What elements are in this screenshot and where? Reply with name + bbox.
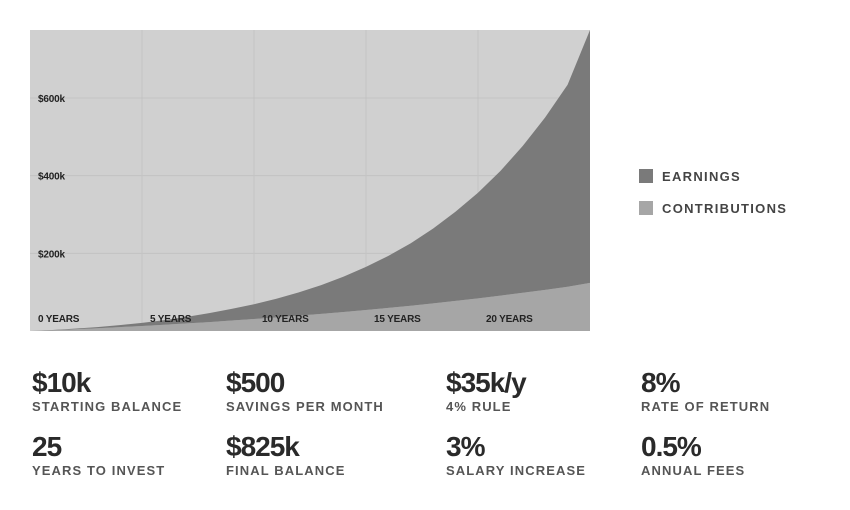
stat-starting-balance: $10k STARTING BALANCE: [32, 368, 182, 415]
stat-value: 8%: [641, 367, 680, 398]
area-earnings: [30, 30, 590, 331]
stat-label: ANNUAL FEES: [641, 463, 746, 478]
stat-label: SAVINGS PER MONTH: [226, 399, 384, 414]
stat-value: $825k: [226, 431, 300, 462]
stat-value: $500: [226, 367, 285, 398]
legend-item-contributions: CONTRIBUTIONS: [639, 200, 787, 216]
area-series: [30, 30, 590, 331]
y-tick-label: $600k: [38, 94, 65, 105]
stat-years-to-invest: 25 YEARS TO INVEST: [32, 432, 165, 479]
y-tick-label: $400k: [38, 172, 65, 183]
stat-label: STARTING BALANCE: [32, 399, 183, 414]
x-tick-label: 0 YEARS: [38, 314, 80, 325]
stat-value: 0.5%: [641, 431, 702, 462]
stat-salary-increase: 3% SALARY INCREASE: [446, 432, 586, 479]
stat-value: 25: [32, 431, 62, 462]
area-contributions: [30, 282, 590, 331]
stat-label: 4% RULE: [446, 399, 512, 414]
y-tick-label: $200k: [38, 249, 65, 260]
stat-four-percent-rule: $35k/y 4% RULE: [446, 367, 527, 415]
x-tick-label: 10 YEARS: [262, 314, 309, 325]
stat-value: $35k/y: [446, 367, 527, 398]
growth-area-chart: 0 YEARS 5 YEARS 10 YEARS 15 YEARS 20 YEARS $2…: [30, 30, 590, 331]
stat-label: YEARS TO INVEST: [32, 463, 166, 478]
tick-labels: 0 YEARS 5 YEARS 10 YEARS 15 YEARS 20 YEARS $2…: [38, 94, 533, 325]
legend-swatch-contributions: [639, 201, 653, 215]
legend-label-earnings: EARNINGS: [662, 168, 742, 184]
legend-swatch-earnings: [639, 169, 653, 183]
stat-annual-fees: 0.5% ANNUAL FEES: [641, 432, 745, 479]
x-tick-label: 15 YEARS: [374, 314, 421, 325]
stat-value: 3%: [446, 431, 485, 462]
chart-legend: EARNINGS CONTRIBUTIONS: [639, 168, 787, 232]
legend-label-contributions: CONTRIBUTIONS: [662, 200, 788, 216]
stat-savings-per-month: $500 SAVINGS PER MONTH: [226, 368, 384, 415]
stat-label: SALARY INCREASE: [446, 463, 587, 478]
stat-label: RATE OF RETURN: [641, 399, 771, 414]
stat-value: $10k: [32, 367, 91, 398]
stat-rate-of-return: 8% RATE OF RETURN: [641, 368, 770, 415]
x-tick-label: 20 YEARS: [486, 314, 533, 325]
x-tick-label: 5 YEARS: [150, 314, 192, 325]
legend-item-earnings: EARNINGS: [639, 168, 787, 184]
stat-final-balance: $825k FINAL BALANCE: [226, 432, 346, 479]
stat-label: FINAL BALANCE: [226, 463, 346, 478]
